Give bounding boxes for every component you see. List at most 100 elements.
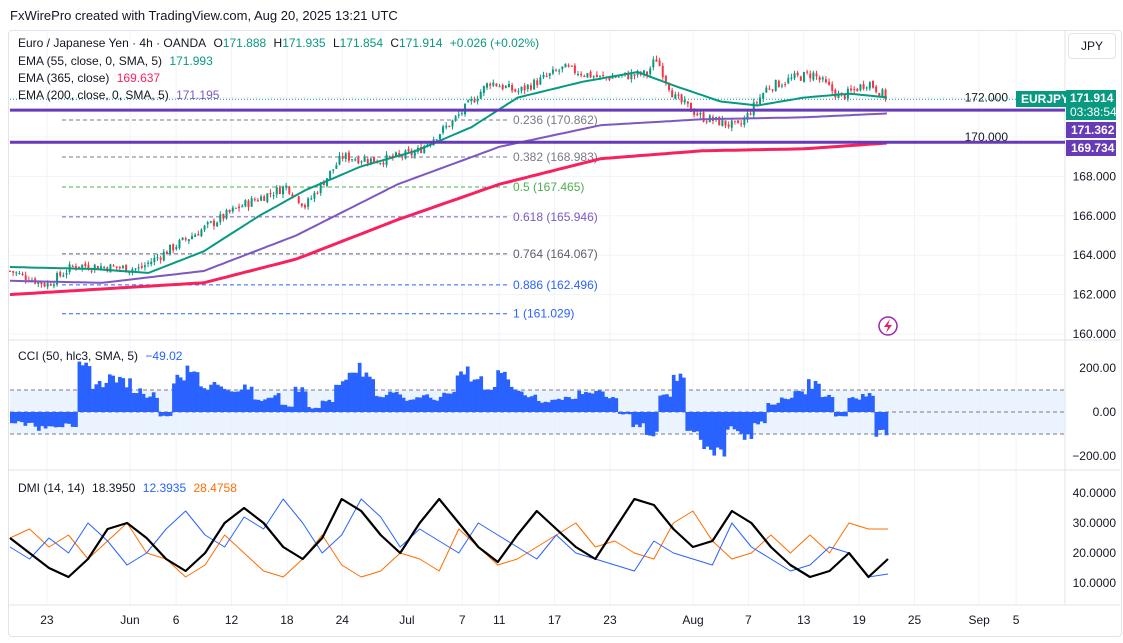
candle-body (777, 80, 780, 88)
cci-bar (455, 375, 460, 412)
cci-bar (327, 399, 332, 412)
candle-body (269, 192, 272, 194)
candle-body (150, 261, 153, 265)
cci-bar (833, 412, 838, 417)
cci-bar (388, 391, 392, 412)
cci-bar (148, 396, 153, 412)
candle-body (121, 265, 124, 268)
ema200-legend[interactable]: EMA (200, close, 0, SMA, 5) 171.195 (18, 88, 223, 102)
candle-body (737, 120, 740, 123)
candle-body (153, 257, 156, 263)
cci-bar (533, 394, 538, 412)
candle-body (394, 152, 397, 157)
candle-body (260, 196, 263, 201)
cci-bar (573, 398, 578, 412)
candle-body (49, 284, 52, 286)
cci-bar (124, 387, 129, 412)
candle-body (103, 266, 106, 268)
candle-body (668, 82, 671, 91)
cci-bar (654, 412, 659, 432)
cci-bar (202, 388, 207, 412)
candle-body (184, 238, 187, 240)
fib-label: 0.764 (164.067) (513, 247, 598, 261)
cci-bar (752, 412, 757, 424)
cci-bar (33, 412, 38, 427)
cci-bar (283, 404, 288, 412)
candle-body (815, 73, 818, 77)
candle-body (489, 83, 492, 86)
cci-bar (692, 412, 696, 433)
cci-bar (168, 412, 173, 416)
candle-body (172, 244, 175, 251)
cci-bar (742, 412, 747, 440)
dmi-legend[interactable]: DMI (14, 14) 18.3950 12.3935 28.4758 (18, 481, 241, 495)
cci-bar (114, 382, 119, 412)
candle-body (24, 275, 27, 281)
cci-bar (438, 396, 443, 412)
cci-legend[interactable]: CCI (50, hlc3, SMA, 5) −49.02 (18, 349, 186, 363)
cci-bar (580, 394, 585, 412)
currency-button[interactable]: JPY (1068, 33, 1116, 59)
line2-price-tag: 169.734 (1066, 140, 1116, 156)
candle-body (602, 74, 605, 76)
candle-body (862, 84, 865, 89)
cci-bar (253, 399, 257, 412)
cci-bar (10, 412, 14, 424)
cci-bar (310, 408, 315, 412)
cci-bar (600, 391, 605, 412)
cci-bar (658, 395, 663, 412)
cci-bar (810, 388, 815, 412)
candle-body (486, 83, 489, 88)
cci-bar (280, 404, 284, 412)
x-tick-label: 13 (797, 613, 811, 627)
cci-bar (860, 394, 865, 412)
cci-bar (104, 382, 109, 412)
candle-body (514, 89, 517, 92)
dmi-tick-label: 40.0000 (1073, 486, 1117, 500)
candle-body (573, 65, 576, 74)
candle-body (360, 161, 363, 163)
chart-frame[interactable] (8, 30, 1122, 637)
candle-body (310, 198, 313, 200)
cci-bar (165, 412, 170, 417)
cci-bar (432, 399, 436, 412)
cci-bar (641, 412, 646, 424)
candle-body (498, 86, 501, 88)
cci-bar (594, 391, 598, 412)
price-tick-label: 166.000 (1073, 209, 1117, 223)
candle-body (65, 273, 68, 275)
cci-bar (729, 412, 733, 427)
candle-body (90, 270, 93, 272)
candle-body (831, 84, 834, 91)
cci-bar (67, 412, 72, 424)
cci-bar (107, 374, 112, 412)
candle-body (78, 266, 81, 268)
cci-bar (57, 412, 61, 428)
candle-body (435, 139, 438, 141)
cci-bar (719, 412, 723, 450)
cci-bar (830, 397, 835, 412)
cci-bar (141, 393, 146, 412)
open-label: O (213, 36, 223, 50)
candle-body (520, 86, 523, 91)
candle-body (567, 65, 570, 67)
cci-bar (371, 379, 376, 412)
cci-bar (155, 397, 159, 412)
cci-bar (30, 412, 34, 423)
cci-bar (209, 384, 213, 412)
cci-bar (867, 393, 872, 412)
candle-body (369, 158, 372, 165)
cci-bar (611, 397, 615, 412)
price-tick-label: 162.000 (1073, 288, 1117, 302)
candle-body (169, 244, 172, 255)
candle-body (278, 187, 281, 194)
cci-bar (631, 412, 636, 428)
cci-bar (698, 412, 703, 440)
x-tick-label: 23 (40, 613, 54, 627)
candle-body (351, 159, 354, 161)
cci-bar (347, 372, 352, 412)
candle-body (787, 78, 790, 84)
ema55-legend[interactable]: EMA (55, close, 0, SMA, 5) 171.993 (18, 54, 217, 68)
ema365-legend[interactable]: EMA (365, close) 169.637 (18, 71, 164, 85)
